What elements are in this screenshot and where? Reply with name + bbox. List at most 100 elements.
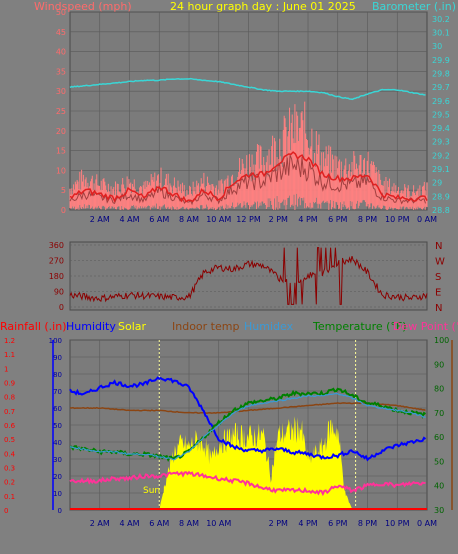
- direction-degree-label: 360: [49, 241, 64, 250]
- direction-degree-label: 270: [49, 257, 64, 266]
- humidity-tick-label: 40: [53, 439, 62, 447]
- x-tick-label: 8 PM: [358, 215, 377, 224]
- wind-average-series: [69, 151, 428, 203]
- wind-grid: [70, 11, 427, 211]
- rain-tick-label: 0: [4, 507, 8, 515]
- humidex-series: [69, 392, 426, 461]
- temperature-tick-label: 40: [434, 482, 444, 491]
- humidity-tick-label: 30: [53, 456, 62, 464]
- wind-tick-label: 30: [56, 87, 66, 96]
- baro-tick-label: 30: [432, 42, 442, 51]
- wind-tick-label: 45: [56, 28, 66, 37]
- temp-series: [69, 340, 427, 510]
- x-tick-label: 10 AM: [206, 519, 231, 528]
- solar-area: [159, 416, 353, 510]
- temperature-tick-label: 100: [434, 336, 449, 345]
- dew-point-series: [69, 470, 426, 497]
- x-tick-label: 2 PM: [269, 215, 288, 224]
- baro-tick-label: 29.8: [432, 69, 450, 78]
- legend-humidex: Humidex: [244, 320, 294, 333]
- wind-x-axis-ticks: 2 AM 4 AM 6 AM 8 AM 10 AM 12 PM 2 PM 4 PM 6 PM 8 …: [90, 215, 437, 224]
- wind-tick-label: 20: [56, 127, 66, 136]
- direction-compass-label: N: [435, 241, 442, 252]
- wind-tick-label: 35: [56, 67, 66, 76]
- baro-tick-label: 30.2: [432, 15, 450, 24]
- baro-tick-label: 30.1: [432, 28, 450, 37]
- baro-tick-label: 29.2: [432, 151, 450, 160]
- x-tick-label: 0 AM: [417, 215, 437, 224]
- humidity-tick-label: 0: [58, 507, 62, 515]
- sun-label: Sun F: [143, 486, 168, 496]
- baro-tick-label: 29.4: [432, 124, 450, 133]
- x-tick-label: 12 PM: [236, 215, 261, 224]
- humidity-tick-label: 60: [53, 405, 62, 413]
- rain-tick-label: 0.5: [4, 436, 15, 444]
- rain-tick-label: 0.7: [4, 408, 15, 416]
- x-tick-label: 8 AM: [179, 215, 199, 224]
- baro-tick-label: 29: [432, 179, 442, 188]
- chart-title: 24 hour graph day : June 01 2025: [170, 0, 356, 13]
- barometer-series: [69, 77, 426, 101]
- temperature-tick-label: 50: [434, 457, 444, 466]
- temperature-tick-label: 60: [434, 433, 444, 442]
- legend-temperature: Temperature (°F): [312, 320, 407, 333]
- temperature-tick-label: 90: [434, 360, 444, 369]
- humidity-tick-label: 90: [53, 354, 62, 362]
- temperature-tick-label: 80: [434, 385, 444, 394]
- temp-x-axis-ticks: 2 AM 4 AM 6 AM 8 AM 10 AM 2 PM 4 PM 6 PM 8 PM 10 …: [90, 519, 437, 528]
- x-tick-label: 4 PM: [298, 215, 317, 224]
- temperature-tick-label: 70: [434, 409, 444, 418]
- rain-axis-ticks: 1.2 1.1 1 0.9 0.8 0.7 0.6 0.5 0.4 0.3 0.2 0.1 0: [4, 337, 54, 515]
- baro-tick-label: 29.3: [432, 138, 450, 147]
- rain-tick-label: 0.4: [4, 450, 16, 458]
- humidity-tick-label: 80: [53, 371, 62, 379]
- baro-axis-ticks: 30.2 30.1 30 29.9 29.8 29.7 29.6 29.5 29.4 29.3 29…: [432, 15, 450, 215]
- rain-tick-label: 1.1: [4, 351, 15, 359]
- humidity-tick-label: 100: [49, 337, 62, 345]
- temperature-series: [69, 387, 427, 463]
- rain-tick-label: 0.6: [4, 422, 16, 430]
- direction-compass-label: E: [435, 288, 441, 299]
- rain-tick-label: 0.8: [4, 394, 15, 402]
- rain-tick-label: 0.2: [4, 479, 15, 487]
- direction-compass-label: W: [435, 257, 445, 268]
- baro-tick-label: 29.6: [432, 97, 450, 106]
- humidity-series: [69, 376, 427, 462]
- x-tick-label: 8 PM: [358, 519, 377, 528]
- legend-rainfall: Rainfall (.in): [0, 320, 67, 333]
- baro-tick-label: 29.1: [432, 165, 450, 174]
- wind-tick-label: 15: [56, 147, 66, 156]
- direction-series: [69, 247, 428, 305]
- direction-compass-label: N: [435, 303, 442, 314]
- wind-tick-label: 50: [56, 8, 66, 17]
- x-tick-label: 6 PM: [328, 519, 347, 528]
- x-tick-label: 4 AM: [119, 215, 139, 224]
- humidity-tick-label: 70: [53, 388, 62, 396]
- rain-tick-label: 1.2: [4, 337, 15, 345]
- baro-tick-label: 28.9: [432, 192, 450, 201]
- baro-tick-label: 29.7: [432, 83, 450, 92]
- legend-solar: Solar: [118, 320, 147, 333]
- baro-tick-label: 29.9: [432, 56, 450, 65]
- wind-tick-label: 25: [56, 107, 66, 116]
- x-tick-label: 2 PM: [269, 519, 288, 528]
- direction-degree-label: 0: [59, 303, 64, 312]
- rain-tick-label: 0.9: [4, 380, 15, 388]
- wind-axis-title: Windspeed (mph): [34, 0, 132, 13]
- wind-series: [69, 77, 428, 210]
- wind-tick-label: 10: [56, 166, 66, 175]
- x-tick-label: 10 PM: [385, 519, 410, 528]
- x-tick-label: 6 PM: [328, 215, 347, 224]
- x-tick-label: 8 AM: [179, 519, 199, 528]
- baro-tick-label: 28.8: [432, 206, 450, 215]
- x-tick-label: 2 AM: [90, 519, 110, 528]
- x-tick-label: 6 AM: [149, 519, 169, 528]
- x-tick-label: 4 PM: [298, 519, 317, 528]
- temperature-tick-label: 30: [434, 506, 444, 515]
- rain-tick-label: 0.3: [4, 465, 15, 473]
- direction-degree-label: 180: [49, 272, 64, 281]
